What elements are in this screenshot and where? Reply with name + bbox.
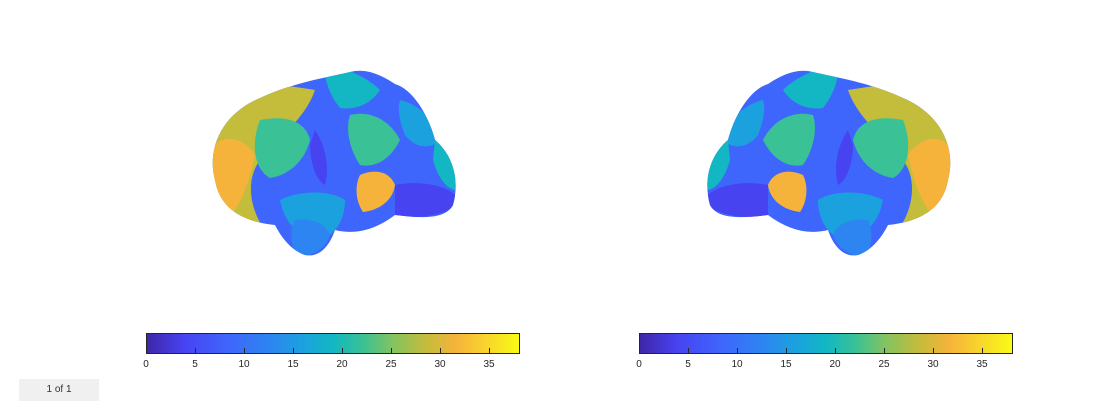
colorbar-tick-label: 25 xyxy=(385,359,397,370)
colorbar-tick xyxy=(639,348,640,353)
colorbar-tick-label: 5 xyxy=(685,359,691,370)
colorbar-tick xyxy=(688,348,689,353)
colorbar-tick xyxy=(342,348,343,353)
colorbar-gradient xyxy=(639,333,1013,354)
right-hemisphere-panel: 0 5 10 15 20 25 30 35 xyxy=(560,0,1120,420)
colorbar-tick xyxy=(786,348,787,353)
colorbar-tick-label: 10 xyxy=(731,359,743,370)
colorbar-tick-label: 20 xyxy=(336,359,348,370)
colorbar-tick xyxy=(737,348,738,353)
colorbar-tick-label: 15 xyxy=(780,359,792,370)
colorbar-tick-label: 10 xyxy=(238,359,250,370)
left-hemisphere-panel: 0 5 10 15 20 25 30 35 xyxy=(143,70,520,373)
colorbar-tick xyxy=(982,348,983,353)
colorbar-tick-label: 0 xyxy=(143,359,149,370)
right-hemisphere-surface xyxy=(707,70,951,256)
colorbar-tick-label: 0 xyxy=(636,359,642,370)
colorbar-tick xyxy=(489,348,490,353)
colorbar-tick xyxy=(146,348,147,353)
colorbar-tick-label: 25 xyxy=(878,359,890,370)
colorbar-tick xyxy=(195,348,196,353)
colorbar-tick-label: 20 xyxy=(829,359,841,370)
colorbar-tick xyxy=(244,348,245,353)
colorbar-tick xyxy=(440,348,441,353)
colorbar-gradient xyxy=(146,333,520,354)
colorbar-tick xyxy=(391,348,392,353)
colorbar-tick-label: 30 xyxy=(927,359,939,370)
colorbar-tick xyxy=(835,348,836,353)
page-indicator: 1 of 1 xyxy=(19,379,99,401)
colorbar-tick-label: 35 xyxy=(976,359,988,370)
right-colorbar: 0 5 10 15 20 25 30 35 xyxy=(636,333,1013,373)
colorbar-tick-label: 5 xyxy=(192,359,198,370)
colorbar-tick xyxy=(293,348,294,353)
colorbar-tick xyxy=(884,348,885,353)
left-colorbar: 0 5 10 15 20 25 30 35 xyxy=(143,333,520,373)
colorbar-tick-label: 35 xyxy=(483,359,495,370)
left-hemisphere-surface xyxy=(212,70,456,256)
colorbar-tick-label: 30 xyxy=(434,359,446,370)
colorbar-tick xyxy=(933,348,934,353)
colorbar-tick-label: 15 xyxy=(287,359,299,370)
